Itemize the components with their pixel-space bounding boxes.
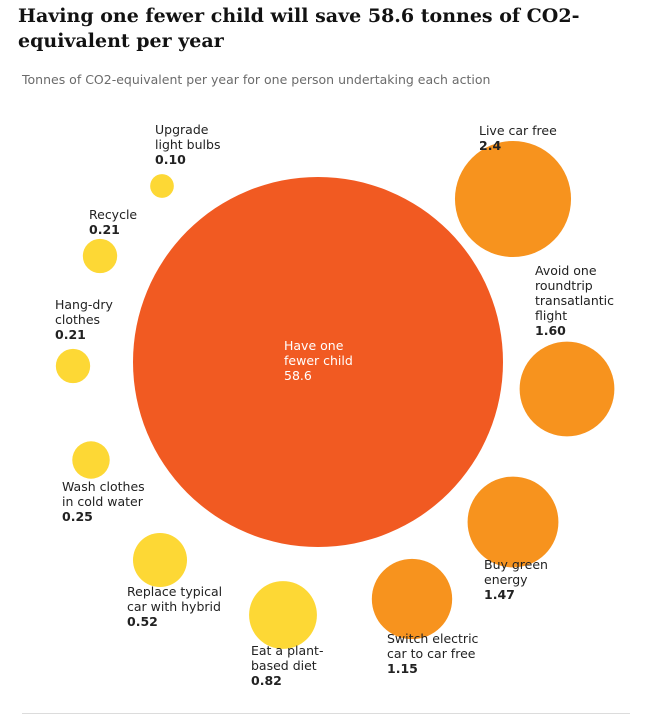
bubble-value-label: 2.4	[479, 138, 501, 153]
bubble-value-label: 1.60	[535, 323, 566, 338]
bubble-plant-diet	[249, 581, 317, 649]
bubble-label-line: Buy green	[484, 557, 548, 572]
bubble-label-line: Live car free	[479, 123, 557, 138]
bubble-value-label: 0.52	[127, 614, 158, 629]
bubble-label-line: fewer child	[284, 353, 353, 368]
bubble-label-line: Eat a plant-	[251, 643, 323, 658]
bubble-hang-dry	[55, 348, 91, 384]
bubble-value-label: 0.21	[55, 327, 86, 342]
bubble-label-line: car to car free	[387, 646, 476, 661]
bubble-label-line: flight	[535, 308, 567, 323]
chart-title: Having one fewer child will save 58.6 to…	[18, 5, 580, 52]
bubble-label-line: light bulbs	[155, 137, 220, 152]
bubble-label-line: Switch electric	[387, 631, 479, 646]
bubble-label-line: Replace typical	[127, 584, 222, 599]
bubble-fewer-child	[133, 177, 503, 547]
bubble-hybrid-car	[132, 532, 188, 588]
chart-subtitle: Tonnes of CO2-equivalent per year for on…	[22, 72, 491, 87]
bubble-live-car-free	[454, 140, 572, 258]
bubble-value-label: 1.47	[484, 587, 515, 602]
bubble-label-line: Recycle	[89, 207, 137, 222]
bubble-value-label: 0.25	[62, 509, 93, 524]
bubble-value-label: 0.82	[251, 673, 282, 688]
bubble-value-label: 58.6	[284, 368, 312, 383]
bubble-electric-car-free	[371, 558, 453, 640]
bubble-label-line: energy	[484, 572, 528, 587]
bubble-value-label: 0.10	[155, 152, 186, 167]
bubble-label-line: Wash clothes	[62, 479, 145, 494]
bubble-label-line: clothes	[55, 312, 100, 327]
bubble-label-line: Hang-dry	[55, 297, 114, 312]
bubble-label-line: car with hybrid	[127, 599, 221, 614]
bubble-cold-wash	[72, 441, 110, 479]
bubble-label-line: roundtrip	[535, 278, 593, 293]
bubble-label-line: transatlantic	[535, 293, 614, 308]
bubble-label-line: Upgrade	[155, 122, 209, 137]
bubble-label-line: based diet	[251, 658, 317, 673]
bubble-label-line: in cold water	[62, 494, 144, 509]
bubble-label-avoid-flight: Avoid oneroundtriptransatlanticflight1.6…	[535, 263, 614, 338]
bubble-value-label: 1.15	[387, 661, 418, 676]
bubble-light-bulbs	[150, 174, 174, 198]
bottom-divider	[22, 713, 630, 714]
bubble-recycle	[82, 238, 118, 274]
bubble-label-line: Have one	[284, 338, 344, 353]
bubble-green-energy	[467, 476, 559, 568]
bubble-label-line: Avoid one	[535, 263, 597, 278]
bubble-avoid-flight	[519, 341, 615, 437]
bubble-value-label: 0.21	[89, 222, 120, 237]
